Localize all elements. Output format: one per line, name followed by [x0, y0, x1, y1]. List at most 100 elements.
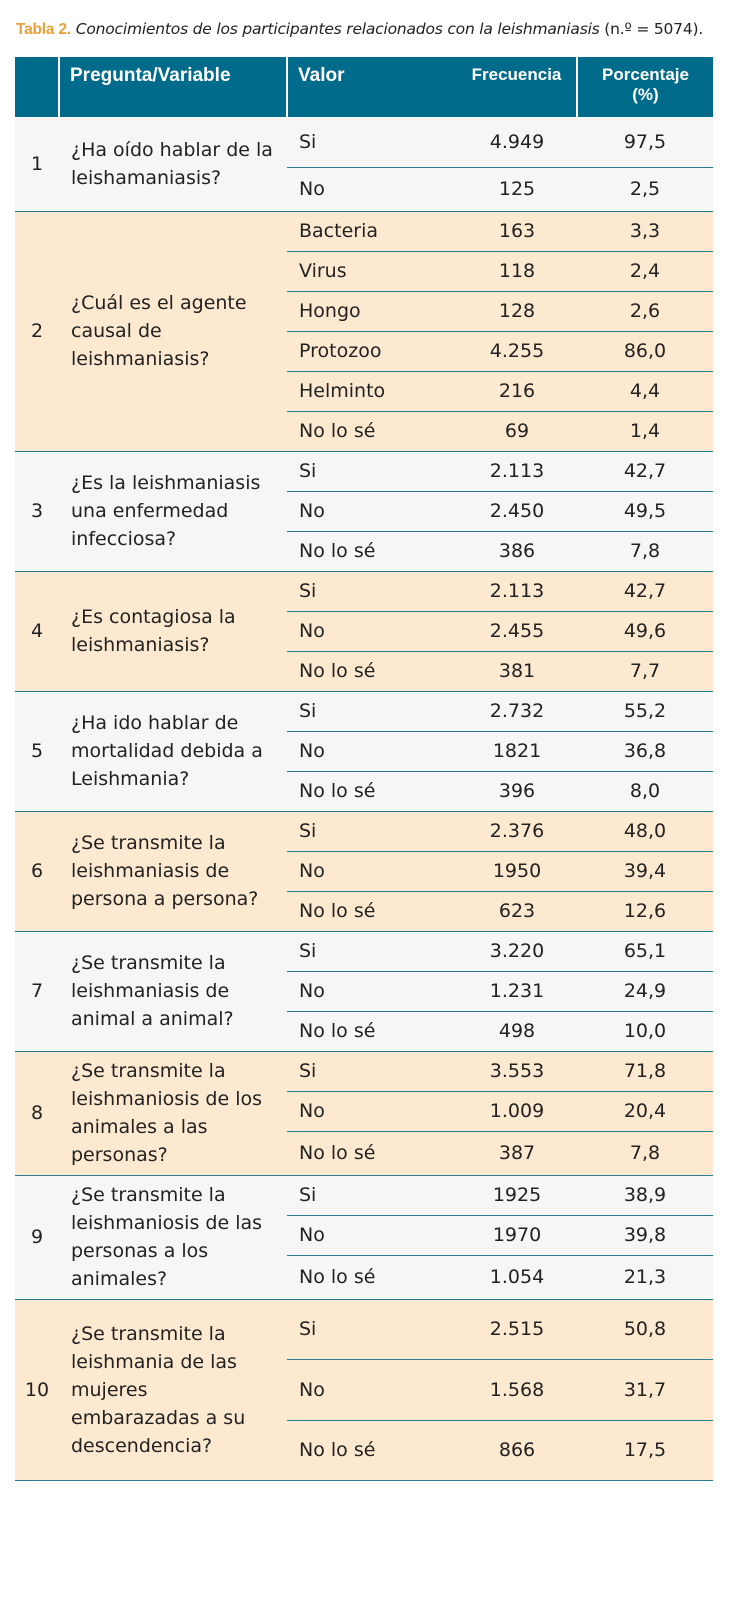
table-row: No lo sé 69 1,4 — [15, 411, 713, 452]
percentage-cell: 38,9 — [577, 1175, 713, 1216]
percentage-cell: 71,8 — [577, 1051, 713, 1092]
frequency-cell: 2.515 — [457, 1299, 577, 1360]
percentage-cell: 49,6 — [577, 611, 713, 652]
frequency-cell: 396 — [457, 771, 577, 812]
percentage-cell: 36,8 — [577, 731, 713, 772]
percentage-cell: 4,4 — [577, 371, 713, 412]
table-row: 8 ¿Se transmite la leishmaniosis de los a… — [15, 1051, 713, 1176]
frequency-cell: 1925 — [457, 1175, 577, 1216]
frequency-cell: 1.054 — [457, 1255, 577, 1300]
question-text: ¿Se transmite la leishmaniosis de los an… — [59, 1051, 287, 1176]
answer-value: No — [287, 167, 457, 212]
question-text: ¿Se transmite la leishmaniasis de animal… — [59, 931, 287, 1052]
table-row: No 125 2,5 — [15, 167, 713, 212]
frequency-cell: 4.949 — [457, 117, 577, 168]
frequency-cell: 2.455 — [457, 611, 577, 652]
question-number: 4 — [15, 571, 59, 692]
percentage-cell: 10,0 — [577, 1011, 713, 1052]
table-row: Hongo 128 2,6 — [15, 291, 713, 332]
percentage-cell: 42,7 — [577, 451, 713, 492]
table-row: No lo sé 1.054 21,3 — [15, 1255, 713, 1300]
table-body: 1 ¿Ha oído hablar de la leishamaniasis? Si… — [15, 117, 713, 1481]
table-row: No lo sé 623 12,6 — [15, 891, 713, 932]
answer-value: Virus — [287, 251, 457, 292]
percentage-cell: 31,7 — [577, 1359, 713, 1421]
table-row: No lo sé 386 7,8 — [15, 531, 713, 572]
knowledge-table: Pregunta/Variable Valor Frecuencia Porce… — [15, 57, 713, 1481]
answer-value: No — [287, 971, 457, 1012]
answer-value: No lo sé — [287, 1420, 457, 1481]
answer-value: Si — [287, 571, 457, 612]
percentage-cell: 48,0 — [577, 811, 713, 852]
question-number: 10 — [15, 1299, 59, 1481]
percentage-cell: 42,7 — [577, 571, 713, 612]
table-row: 2 ¿Cuál es el agente causal de leishmania… — [15, 211, 713, 452]
table-header-row: Pregunta/Variable Valor Frecuencia Porce… — [15, 57, 713, 117]
frequency-cell: 1970 — [457, 1215, 577, 1256]
frequency-cell: 2.113 — [457, 571, 577, 612]
percentage-cell: 7,8 — [577, 1131, 713, 1176]
answer-value: No lo sé — [287, 1011, 457, 1052]
answer-value: No lo sé — [287, 531, 457, 572]
frequency-cell: 386 — [457, 531, 577, 572]
answer-value: No lo sé — [287, 1255, 457, 1300]
question-number: 6 — [15, 811, 59, 932]
question-text: ¿Se transmite la leishmaniosis de las pe… — [59, 1175, 287, 1300]
frequency-cell: 125 — [457, 167, 577, 212]
header-number — [15, 57, 60, 117]
answer-value: No — [287, 1215, 457, 1256]
frequency-cell: 2.113 — [457, 451, 577, 492]
answer-value: Si — [287, 1051, 457, 1092]
table-row: Virus 118 2,4 — [15, 251, 713, 292]
table-row: No 1.009 20,4 — [15, 1091, 713, 1132]
table-row: No 1950 39,4 — [15, 851, 713, 892]
answer-value: No — [287, 1359, 457, 1421]
percentage-cell: 8,0 — [577, 771, 713, 812]
frequency-cell: 2.450 — [457, 491, 577, 532]
question-number: 2 — [15, 211, 59, 452]
question-text: ¿Es contagiosa la leishmaniasis? — [59, 571, 287, 692]
frequency-cell: 1.231 — [457, 971, 577, 1012]
frequency-cell: 163 — [457, 211, 577, 252]
table-row: No lo sé 396 8,0 — [15, 771, 713, 812]
answer-value: Hongo — [287, 291, 457, 332]
question-number: 1 — [15, 117, 59, 212]
table-row: 6 ¿Se transmite la leishmaniasis de perso… — [15, 811, 713, 932]
table-row: No 1970 39,8 — [15, 1215, 713, 1256]
answer-value: Si — [287, 931, 457, 972]
answer-value: Si — [287, 117, 457, 168]
percentage-cell: 7,7 — [577, 651, 713, 692]
frequency-cell: 118 — [457, 251, 577, 292]
table-row: 9 ¿Se transmite la leishmaniosis de las p… — [15, 1175, 713, 1300]
percentage-cell: 49,5 — [577, 491, 713, 532]
answer-value: No lo sé — [287, 771, 457, 812]
frequency-cell: 3.220 — [457, 931, 577, 972]
table-row: No 2.455 49,6 — [15, 611, 713, 652]
percentage-cell: 97,5 — [577, 117, 713, 168]
question-number: 3 — [15, 451, 59, 572]
percentage-cell: 2,6 — [577, 291, 713, 332]
frequency-cell: 866 — [457, 1420, 577, 1481]
question-number: 9 — [15, 1175, 59, 1300]
question-number: 7 — [15, 931, 59, 1052]
percentage-cell: 65,1 — [577, 931, 713, 972]
table-row: No lo sé 498 10,0 — [15, 1011, 713, 1052]
header-value: Valor — [287, 57, 457, 117]
caption-sample-size: (n.º = 5074). — [604, 20, 704, 38]
table-row: 10 ¿Se transmite la leishmania de las muj… — [15, 1299, 713, 1481]
frequency-cell: 2.376 — [457, 811, 577, 852]
percentage-cell: 24,9 — [577, 971, 713, 1012]
frequency-cell: 4.255 — [457, 331, 577, 372]
header-percentage: Porcentaje (%) — [577, 57, 713, 117]
table-row: Protozoo 4.255 86,0 — [15, 331, 713, 372]
percentage-cell: 39,4 — [577, 851, 713, 892]
frequency-cell: 3.553 — [457, 1051, 577, 1092]
table-caption: Tabla 2. Conocimientos de los participan… — [16, 20, 726, 39]
table-row: 7 ¿Se transmite la leishmaniasis de anima… — [15, 931, 713, 1052]
frequency-cell: 387 — [457, 1131, 577, 1176]
answer-value: Bacteria — [287, 211, 457, 252]
answer-value: No — [287, 611, 457, 652]
frequency-cell: 498 — [457, 1011, 577, 1052]
answer-value: No — [287, 851, 457, 892]
table-row: No 1.568 31,7 — [15, 1359, 713, 1421]
